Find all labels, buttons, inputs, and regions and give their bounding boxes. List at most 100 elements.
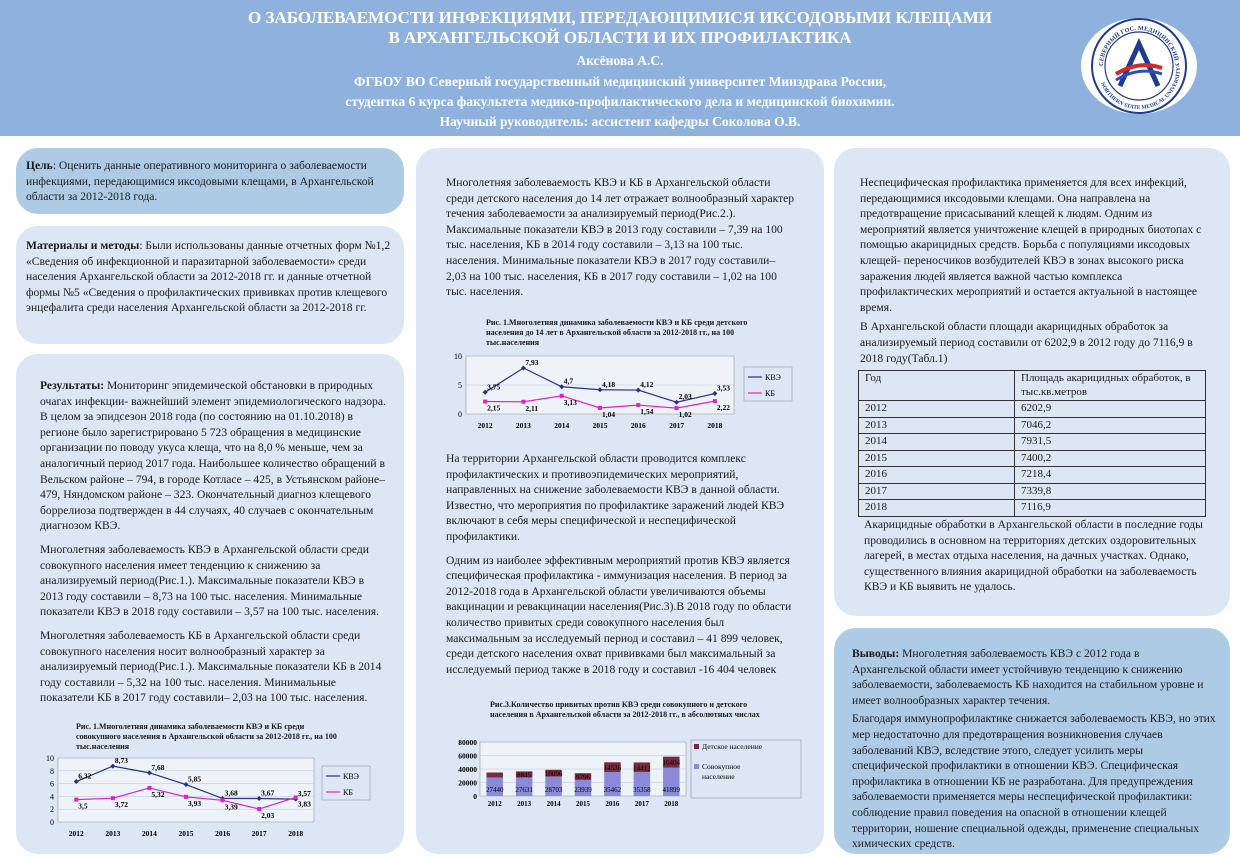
data-label: 2,03 <box>261 811 274 820</box>
table-cell-year: 2015 <box>858 449 1015 467</box>
bar-total <box>633 772 651 796</box>
y-tick-label: 8 <box>50 767 54 776</box>
data-point <box>74 797 79 802</box>
x-tick-label: 2017 <box>635 800 650 808</box>
legend-label: КБ <box>765 389 775 398</box>
table-cell-year: 2013 <box>858 416 1015 434</box>
title-line-1: О ЗАБОЛЕВАЕМОСТИ ИНФЕКЦИЯМИ, ПЕРЕДАЮЩИМИ… <box>247 8 993 27</box>
legend-box <box>321 765 371 801</box>
x-tick-label: 2014 <box>554 421 569 430</box>
x-tick-label: 2016 <box>631 421 646 430</box>
chart1-caption: Рис. 1.Многолетняя динамика заболеваемос… <box>76 722 337 751</box>
table-cell-area: 7046,2 <box>1014 416 1206 434</box>
data-point <box>110 796 115 801</box>
data-point <box>636 403 641 408</box>
data-label: 28703 <box>545 786 563 794</box>
university-logo-icon: СЕВЕРНЫЙ ГОС. МЕДИЦИНСКИЙ УНИВЕРСИТЕТ NO… <box>1076 16 1197 114</box>
x-tick-label: 2016 <box>605 800 620 808</box>
table-cell-area: 6202,9 <box>1014 400 1206 418</box>
data-label: 3,53 <box>717 384 730 393</box>
data-label: 4,7 <box>564 377 574 386</box>
bar-total <box>574 779 592 796</box>
university-name: ФГБОУ ВО Северный государственный медици… <box>353 74 887 89</box>
methods-body: : Были использованы данные отчетных форм… <box>26 239 391 315</box>
results-text: Результаты: Мониторинг эпидемической обс… <box>40 378 388 714</box>
prevention-text: Неспецифическая профилактика применяется… <box>860 175 1212 374</box>
legend-label: КВЭ <box>343 772 359 781</box>
bar-total <box>486 777 503 796</box>
table-header-row: Год Площадь акарицидных обработок, в тыс… <box>858 370 1206 401</box>
data-label: 7,93 <box>525 358 538 367</box>
table-cell-year: 2017 <box>858 482 1015 500</box>
y-tick-label: 10 <box>454 352 462 361</box>
data-point <box>712 399 717 404</box>
conclusions-p2: Благодаря иммунопрофилактике снижается з… <box>852 712 1216 851</box>
data-label: 4,12 <box>640 380 653 389</box>
middle-panel <box>416 148 824 854</box>
methods-panel <box>16 226 404 344</box>
table-cell-year: 2018 <box>858 499 1015 517</box>
data-point <box>559 393 564 398</box>
data-point <box>184 794 188 799</box>
x-tick-label: 2016 <box>215 829 230 836</box>
x-tick-label: 2015 <box>593 421 608 430</box>
y-tick-label: 20000 <box>458 779 477 788</box>
table-header-year: Год <box>858 370 1015 401</box>
y-tick-label: 10 <box>46 754 54 763</box>
chart3-caption: Рис.3.Количество привитых против КВЭ сре… <box>490 700 760 719</box>
results-p1: Мониторинг эпидемической обстановки в пр… <box>40 379 386 533</box>
data-point <box>598 405 602 410</box>
chart-child-incidence: 0 5 10 2012 2013 2014 2015 2016 2017 2018 3,75 7,93… <box>454 352 793 430</box>
x-tick-label: 2012 <box>488 800 503 808</box>
data-label: 3,39 <box>225 802 238 811</box>
x-tick-label: 2017 <box>252 829 267 836</box>
data-point <box>220 798 225 803</box>
conclusions-p1: Многолетняя заболеваемость КВЭ с 2012 го… <box>852 647 1204 707</box>
data-label: 8845 <box>517 771 532 779</box>
data-label: 1,04 <box>602 410 615 419</box>
data-label: 3,5 <box>78 802 88 811</box>
data-point <box>482 389 488 395</box>
middle-text-2: На территории Архангельской области пров… <box>446 451 796 685</box>
data-label: 5,32 <box>151 790 164 799</box>
data-label: 9796 <box>576 774 591 782</box>
data-label: 41899 <box>663 786 681 794</box>
table-cell-year: 2016 <box>858 466 1015 484</box>
title-line-2: В АРХАНГЕЛЬСКОЙ ОБЛАСТИ И ИХ ПРОФИЛАКТИК… <box>388 28 852 47</box>
x-tick-label: 2012 <box>69 829 84 836</box>
bar-child <box>574 773 592 780</box>
data-label: 3,83 <box>298 799 311 808</box>
table-cell-year: 2014 <box>858 433 1015 451</box>
legend-box <box>743 366 793 402</box>
data-point <box>293 795 298 800</box>
goal-label: Цель <box>26 159 53 172</box>
table-header-area: Площадь акарицидных обработок, в тыс.кв.… <box>1014 370 1206 401</box>
legend-label: Детское население <box>702 742 763 751</box>
table-row: 2016 7218,4 <box>858 466 1206 484</box>
y-tick-label: 4 <box>50 792 54 801</box>
data-point <box>635 387 641 393</box>
data-label: 14412 <box>633 764 651 772</box>
x-tick-label: 2018 <box>664 800 679 808</box>
data-point <box>521 399 526 404</box>
data-label: 3,68 <box>225 788 238 797</box>
bar-child <box>515 771 533 778</box>
data-label: 3,93 <box>188 799 201 808</box>
goal-panel <box>16 148 404 214</box>
x-tick-label: 2012 <box>478 421 493 430</box>
table-cell-area: 7339,8 <box>1014 482 1206 500</box>
data-point <box>147 785 152 790</box>
methods-text: Материалы и методы: Были использованы да… <box>26 238 398 316</box>
y-tick-label: 60000 <box>458 752 477 761</box>
table-row: 2012 6202,9 <box>858 400 1206 418</box>
y-tick-label: 2 <box>50 805 54 814</box>
data-label: 1,54 <box>640 407 653 416</box>
x-tick-label: 2018 <box>288 829 303 836</box>
data-point <box>674 406 679 411</box>
data-point <box>483 399 488 404</box>
x-tick-label: 2014 <box>142 829 157 836</box>
legend-box <box>690 739 802 799</box>
x-tick-label: 2017 <box>669 421 684 430</box>
data-label: 3,57 <box>298 789 311 798</box>
results-p3: Многолетняя заболеваемость КБ в Архангел… <box>40 628 382 705</box>
